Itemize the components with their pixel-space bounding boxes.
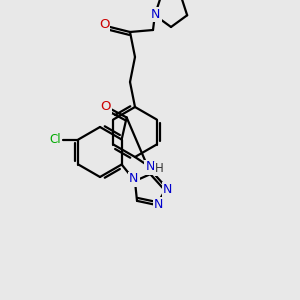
Text: N: N <box>154 197 163 211</box>
Text: H: H <box>154 163 164 176</box>
Text: Cl: Cl <box>50 133 61 146</box>
Text: N: N <box>163 183 172 196</box>
Text: O: O <box>99 17 109 31</box>
Text: N: N <box>129 172 139 185</box>
Text: O: O <box>100 100 111 113</box>
Text: N: N <box>151 8 160 21</box>
Text: N: N <box>145 160 155 173</box>
